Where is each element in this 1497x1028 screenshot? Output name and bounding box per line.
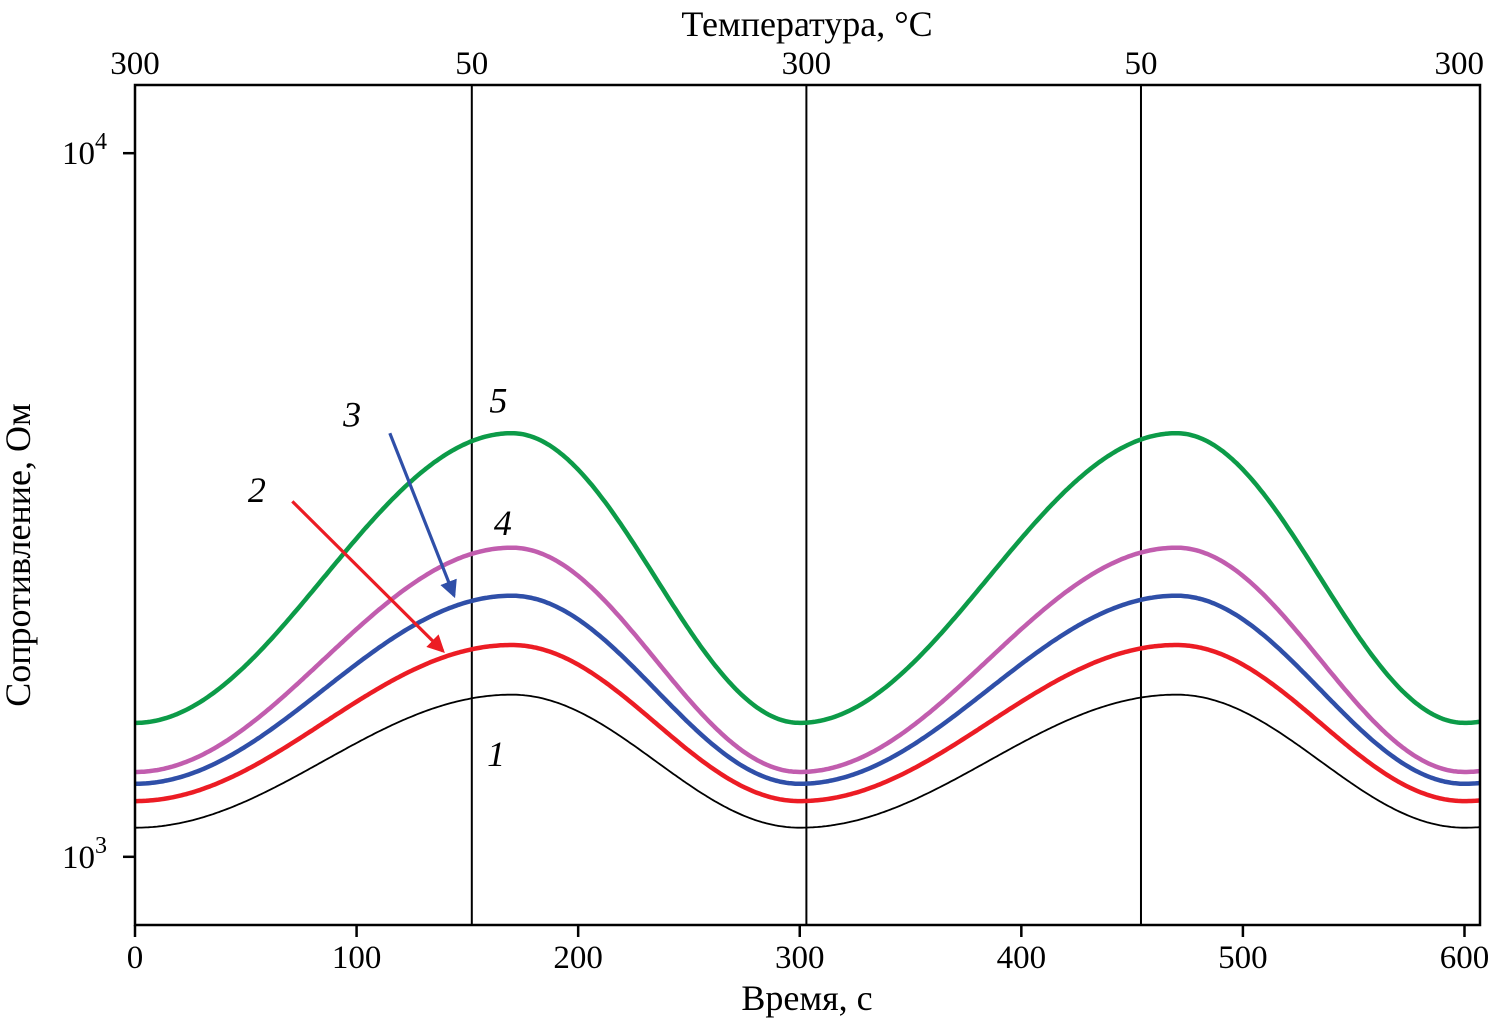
x-tick-label: 200 <box>553 940 603 976</box>
plot-border <box>133 83 1482 927</box>
x-tick-label: 600 <box>1440 940 1490 976</box>
y-axis-title: Сопротивление, Ом <box>0 403 38 707</box>
curve-label-4: 4 <box>494 503 512 543</box>
curve-4 <box>135 545 1480 775</box>
x-tick-label: 300 <box>775 940 825 976</box>
top-tick-label: 300 <box>782 46 832 82</box>
x-tick-label: 0 <box>127 940 144 976</box>
y-tick-label: 103 <box>62 833 107 876</box>
top-tick-label: 300 <box>110 46 160 82</box>
curve-label-2: 2 <box>248 470 266 510</box>
y-tick-label: 104 <box>62 129 107 172</box>
curve-layer <box>135 430 1480 829</box>
curve-label-5: 5 <box>489 381 507 421</box>
frame-layer <box>123 83 1482 937</box>
top-axis-title: Температура, °C <box>681 4 932 44</box>
top-tick-label: 50 <box>1124 46 1157 82</box>
curve-label-1: 1 <box>487 734 505 774</box>
x-tick-label: 100 <box>332 940 382 976</box>
x-tick-label: 500 <box>1218 940 1268 976</box>
curve-1 <box>135 693 1480 829</box>
tick-label-layer: 0 100 200 300 400 500 600 300 50 300 50 300 104 103 <box>62 46 1489 976</box>
curve-label-3: 3 <box>342 395 361 435</box>
curve-5 <box>135 430 1480 726</box>
top-tick-label: 300 <box>1435 46 1485 82</box>
x-tick-label: 400 <box>997 940 1047 976</box>
top-tick-label: 50 <box>455 46 488 82</box>
x-axis-title: Время, с <box>741 978 872 1018</box>
annotation-arrow-3 <box>388 432 457 599</box>
annotation-arrow-2 <box>291 500 445 654</box>
annotation-layer: 5 4 3 2 1 <box>248 381 512 774</box>
curve-3 <box>135 593 1480 787</box>
curve-2 <box>135 642 1480 804</box>
